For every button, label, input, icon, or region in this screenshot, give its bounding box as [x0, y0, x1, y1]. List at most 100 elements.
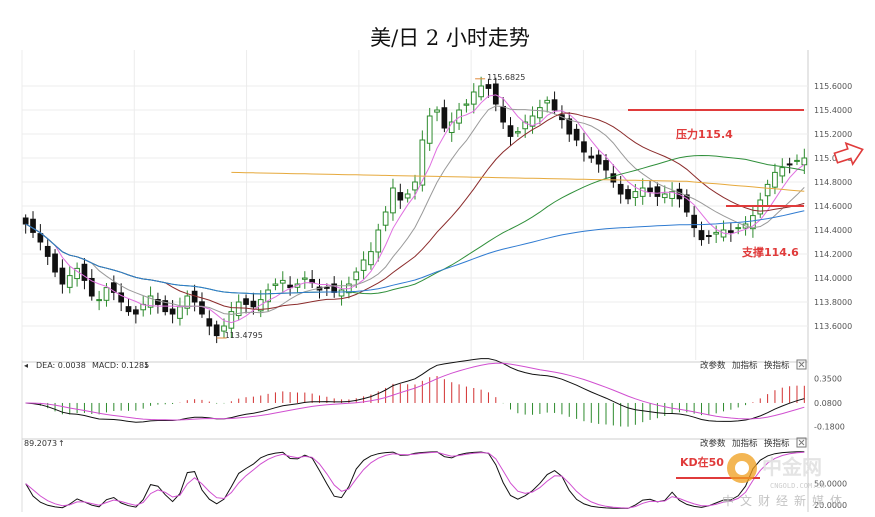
watermark-brand: 中金网 — [762, 455, 822, 479]
candle-body — [625, 189, 631, 200]
candle-body — [213, 324, 220, 337]
candle-body — [470, 91, 477, 105]
candle-body — [177, 306, 183, 319]
candle-body — [728, 230, 734, 233]
candle-body — [88, 277, 95, 297]
candle-body — [478, 85, 484, 98]
candle-body — [588, 155, 595, 159]
candle-body — [382, 211, 389, 226]
ma10-line — [25, 105, 805, 315]
candle-body — [764, 183, 771, 197]
candle-body — [81, 263, 88, 281]
candle-body — [713, 231, 720, 235]
candle-body — [103, 287, 110, 301]
macd-y-tick-1: 0.0800 — [814, 399, 842, 408]
price-y-tick-6: 114.4000 — [814, 226, 852, 235]
price-y-tick-0: 115.6000 — [814, 82, 852, 91]
candle-body — [110, 282, 117, 293]
macd-y-tick-0: 0.3500 — [814, 374, 842, 383]
candle-body — [551, 99, 558, 111]
candle-body — [22, 217, 29, 225]
kd-y-tick-1: 20.0000 — [814, 501, 847, 510]
chart-title: 美/日 2 小时走势 — [370, 26, 530, 50]
candle-body — [647, 187, 653, 193]
ma250-line — [231, 171, 805, 192]
candle-body — [610, 173, 617, 183]
kd-close-icon[interactable] — [796, 437, 807, 448]
k-line — [25, 451, 805, 509]
candle-body — [426, 115, 433, 144]
candle-body — [632, 191, 639, 199]
macd-btn-2[interactable]: 换指标 — [764, 360, 790, 371]
candle-body — [199, 301, 205, 315]
candle-body — [287, 284, 293, 289]
candle-body — [235, 301, 242, 317]
candle-body — [169, 308, 176, 315]
candle-body — [118, 292, 125, 303]
candle-body — [155, 298, 161, 305]
candle-body — [52, 253, 58, 273]
candle-body — [595, 154, 602, 165]
candle-body — [272, 283, 279, 286]
candle-body — [639, 187, 646, 197]
macd-btn-0[interactable]: 改参数 — [700, 360, 726, 371]
right-arrow-icon — [833, 141, 864, 166]
candle-body — [463, 103, 470, 106]
price-y-tick-1: 115.4000 — [814, 106, 852, 115]
candle-body — [698, 230, 705, 241]
candle-body — [529, 115, 536, 127]
kd-annotation-label: KD在50 — [680, 455, 724, 469]
candle-body — [779, 167, 786, 177]
watermark-logo-inner — [735, 461, 749, 475]
macd-close-icon[interactable] — [796, 359, 807, 370]
watermark-tagline: 中文财经新媒体 — [722, 493, 848, 508]
candle-body — [537, 107, 543, 119]
high-price-label: 115.6825 — [487, 73, 525, 82]
support-label: 支撑114.6 — [741, 245, 799, 259]
kd-btn-2[interactable]: 换指标 — [764, 438, 790, 449]
kd-arrow-label: ↑ — [58, 439, 65, 448]
watermark: 中金网 CNGOLD.COM.CN 中文财经新媒体 — [722, 453, 848, 508]
price-y-tick-5: 114.6000 — [814, 202, 852, 211]
candle-body — [390, 187, 396, 214]
macd-y-tick-2: -0.1800 — [814, 423, 845, 432]
resistance-label: 压力115.4 — [676, 127, 733, 141]
candle-body — [507, 125, 514, 137]
macd-btn-1[interactable]: 加指标 — [732, 360, 758, 371]
candle-body — [801, 157, 808, 166]
candle-body — [573, 128, 580, 141]
price-y-tick-7: 114.2000 — [814, 250, 852, 259]
candle-body — [96, 299, 102, 302]
candles-group — [22, 76, 808, 344]
candle-body — [750, 215, 756, 230]
candle-body — [338, 289, 345, 297]
candle-body — [125, 306, 132, 313]
candle-body — [441, 107, 448, 129]
candle-body — [683, 194, 690, 213]
candle-body — [500, 105, 507, 123]
dea-line — [25, 362, 805, 421]
candle-body — [74, 267, 80, 280]
candle-body — [221, 325, 227, 332]
candle-body — [581, 141, 587, 153]
candle-body — [66, 275, 73, 288]
dif-line — [25, 358, 805, 423]
watermark-domain: CNGOLD.COM.CN — [770, 482, 825, 490]
candle-body — [485, 84, 492, 89]
candle-body — [794, 159, 800, 162]
macd-value-label: MACD: 0.1285 — [92, 361, 149, 370]
right-arrow-shape — [833, 141, 864, 166]
candle-body — [669, 191, 675, 199]
candle-body — [323, 286, 330, 289]
kd-value-label: 89.2073 — [24, 439, 57, 448]
kd-btn-0[interactable]: 改参数 — [700, 438, 726, 449]
candle-body — [735, 227, 742, 230]
candle-body — [514, 131, 521, 134]
candle-body — [412, 181, 418, 191]
candle-body — [566, 118, 573, 135]
kd-btn-1[interactable]: 加指标 — [732, 438, 758, 449]
candle-body — [243, 298, 249, 305]
candle-body — [544, 99, 551, 104]
